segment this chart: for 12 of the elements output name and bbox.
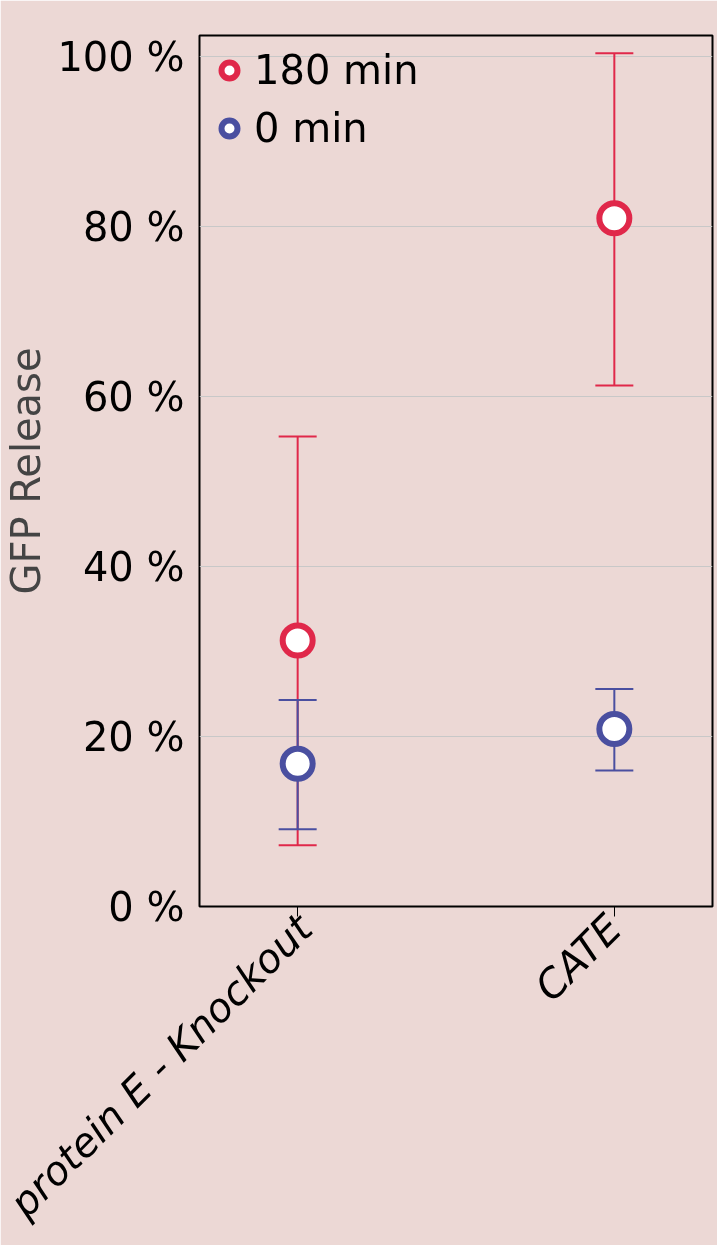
point xyxy=(279,745,316,782)
legend-label: 0 min xyxy=(254,104,368,153)
point xyxy=(279,622,316,659)
point xyxy=(596,710,633,747)
y-axis-title: GFP Release xyxy=(3,347,50,595)
y-tick-label: 20 % xyxy=(82,713,185,760)
y-tick-label: 60 % xyxy=(82,373,185,420)
legend-label: 180 min xyxy=(254,46,419,95)
y-tick-label: 100 % xyxy=(57,33,185,80)
y-tick-label: 80 % xyxy=(82,203,185,250)
point xyxy=(596,200,633,237)
y-tick-label: 40 % xyxy=(82,543,185,590)
